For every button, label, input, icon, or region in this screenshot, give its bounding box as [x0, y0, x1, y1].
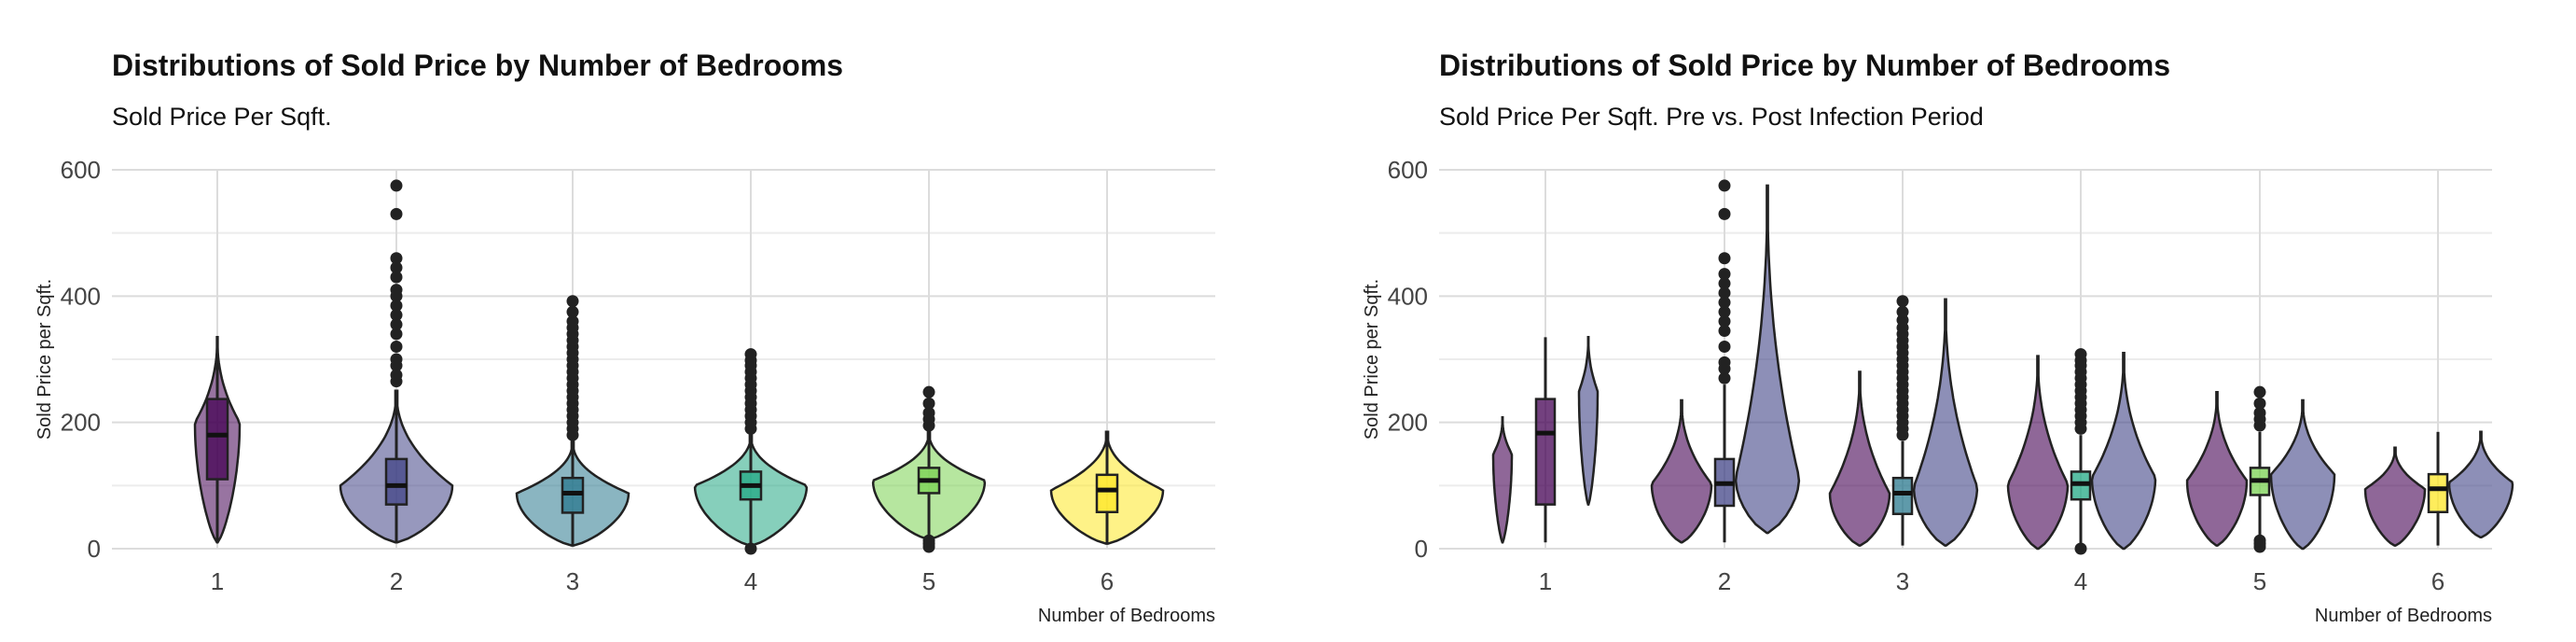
x-tick-label: 4	[2074, 567, 2087, 595]
outlier-point	[566, 314, 579, 328]
violin-post	[2447, 430, 2514, 539]
outlier-point	[1896, 305, 1909, 318]
outlier-point	[744, 348, 757, 361]
outlier-point	[2253, 397, 2266, 410]
y-tick-label: 600	[1388, 156, 1428, 184]
outlier-point	[1718, 296, 1731, 309]
outlier-point	[390, 207, 403, 220]
outlier-point	[566, 295, 579, 308]
violin-pre	[2363, 446, 2427, 547]
chart-title-left: Distributions of Sold Price by Number of…	[112, 49, 844, 82]
outlier-point	[390, 369, 403, 382]
outlier-point	[390, 299, 403, 312]
x-tick-label: 3	[1896, 567, 1909, 595]
chart-subtitle-right: Sold Price Per Sqft. Pre vs. Post Infect…	[1439, 103, 1984, 131]
x-tick-label: 6	[1101, 567, 1114, 595]
outlier-point	[390, 340, 403, 353]
y-tick-label: 200	[1388, 409, 1428, 437]
outlier-point	[390, 284, 403, 297]
violin-post	[1734, 184, 1801, 535]
y-tick-label: 400	[61, 282, 101, 310]
outlier-point	[1718, 252, 1731, 265]
outlier-point	[922, 534, 935, 547]
outlier-point	[390, 328, 403, 341]
x-tick-label: 4	[744, 567, 757, 595]
outlier-point	[1718, 340, 1731, 353]
y-axis-label: Sold Price per Sqft.	[1362, 279, 1382, 440]
outlier-point	[1718, 356, 1731, 369]
outlier-point	[1718, 268, 1731, 281]
box-iqr	[1534, 398, 1557, 506]
outlier-point	[390, 252, 403, 265]
outlier-point	[1718, 286, 1731, 300]
outlier-point	[1718, 305, 1731, 318]
outlier-point	[2253, 407, 2266, 420]
x-tick-label: 5	[2253, 567, 2266, 595]
violin-post	[1577, 336, 1600, 506]
y-tick-label: 400	[1388, 282, 1428, 310]
box-iqr	[2427, 472, 2449, 514]
outlier-point	[390, 309, 403, 322]
outlier-point	[1718, 277, 1731, 290]
outlier-point	[2253, 534, 2266, 547]
x-tick-label: 3	[566, 567, 579, 595]
violin-pre	[1491, 416, 1514, 544]
x-tick-label: 2	[390, 567, 403, 595]
outlier-point	[922, 385, 935, 398]
box-iqr	[1891, 476, 1914, 516]
box-iqr	[1095, 473, 1119, 514]
x-tick-label: 5	[922, 567, 935, 595]
chart-subtitle-left: Sold Price Per Sqft.	[112, 103, 332, 131]
box-iqr	[205, 398, 229, 481]
outlier-point	[922, 407, 935, 420]
outlier-point	[1718, 179, 1731, 192]
y-tick-label: 0	[1415, 535, 1428, 563]
violin-post	[1912, 298, 1979, 547]
y-axis-label: Sold Price per Sqft.	[35, 279, 55, 440]
outlier-point	[2074, 542, 2087, 555]
outlier-point	[566, 305, 579, 318]
outlier-point	[1718, 207, 1731, 220]
outlier-point	[1718, 371, 1731, 384]
y-tick-label: 0	[88, 535, 101, 563]
violin-pre	[2006, 355, 2070, 551]
violin-pre	[2185, 390, 2249, 547]
y-tick-label: 200	[61, 409, 101, 437]
outlier-point	[1896, 295, 1909, 308]
outlier-point	[390, 318, 403, 331]
violin-post	[2269, 398, 2336, 551]
box-iqr	[384, 457, 409, 506]
outlier-point	[744, 542, 757, 555]
x-tick-label: 6	[2431, 567, 2444, 595]
x-axis-label: Number of Bedrooms	[1038, 606, 1215, 626]
outlier-point	[922, 397, 935, 410]
outlier-point	[2074, 348, 2087, 361]
violin-post	[2090, 351, 2157, 551]
y-tick-label: 600	[61, 156, 101, 184]
violin-pre	[1650, 398, 1713, 544]
x-tick-label: 1	[211, 567, 224, 595]
outlier-point	[390, 179, 403, 192]
outlier-point	[390, 271, 403, 284]
chart-title-right: Distributions of Sold Price by Number of…	[1439, 49, 2171, 82]
x-axis-label: Number of Bedrooms	[2315, 606, 2492, 626]
outlier-point	[390, 353, 403, 366]
outlier-point	[390, 261, 403, 274]
x-tick-label: 2	[1718, 567, 1731, 595]
x-tick-label: 1	[1539, 567, 1552, 595]
outlier-point	[2253, 385, 2266, 398]
outlier-point	[1718, 325, 1731, 338]
outlier-point	[1718, 314, 1731, 328]
violin-pre	[1828, 370, 1891, 547]
